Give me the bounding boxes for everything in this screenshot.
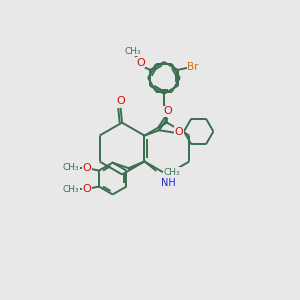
Text: O: O — [83, 184, 92, 194]
Text: CH₃: CH₃ — [124, 46, 141, 56]
Text: O: O — [174, 127, 183, 137]
Text: O: O — [83, 163, 92, 173]
Text: O: O — [116, 96, 125, 106]
Text: NH: NH — [161, 178, 176, 188]
Text: O: O — [163, 106, 172, 116]
Text: O: O — [136, 58, 145, 68]
Text: Br: Br — [187, 62, 199, 72]
Text: CH₃: CH₃ — [63, 185, 79, 194]
Text: CH₃: CH₃ — [164, 168, 180, 177]
Text: CH₃: CH₃ — [63, 163, 79, 172]
